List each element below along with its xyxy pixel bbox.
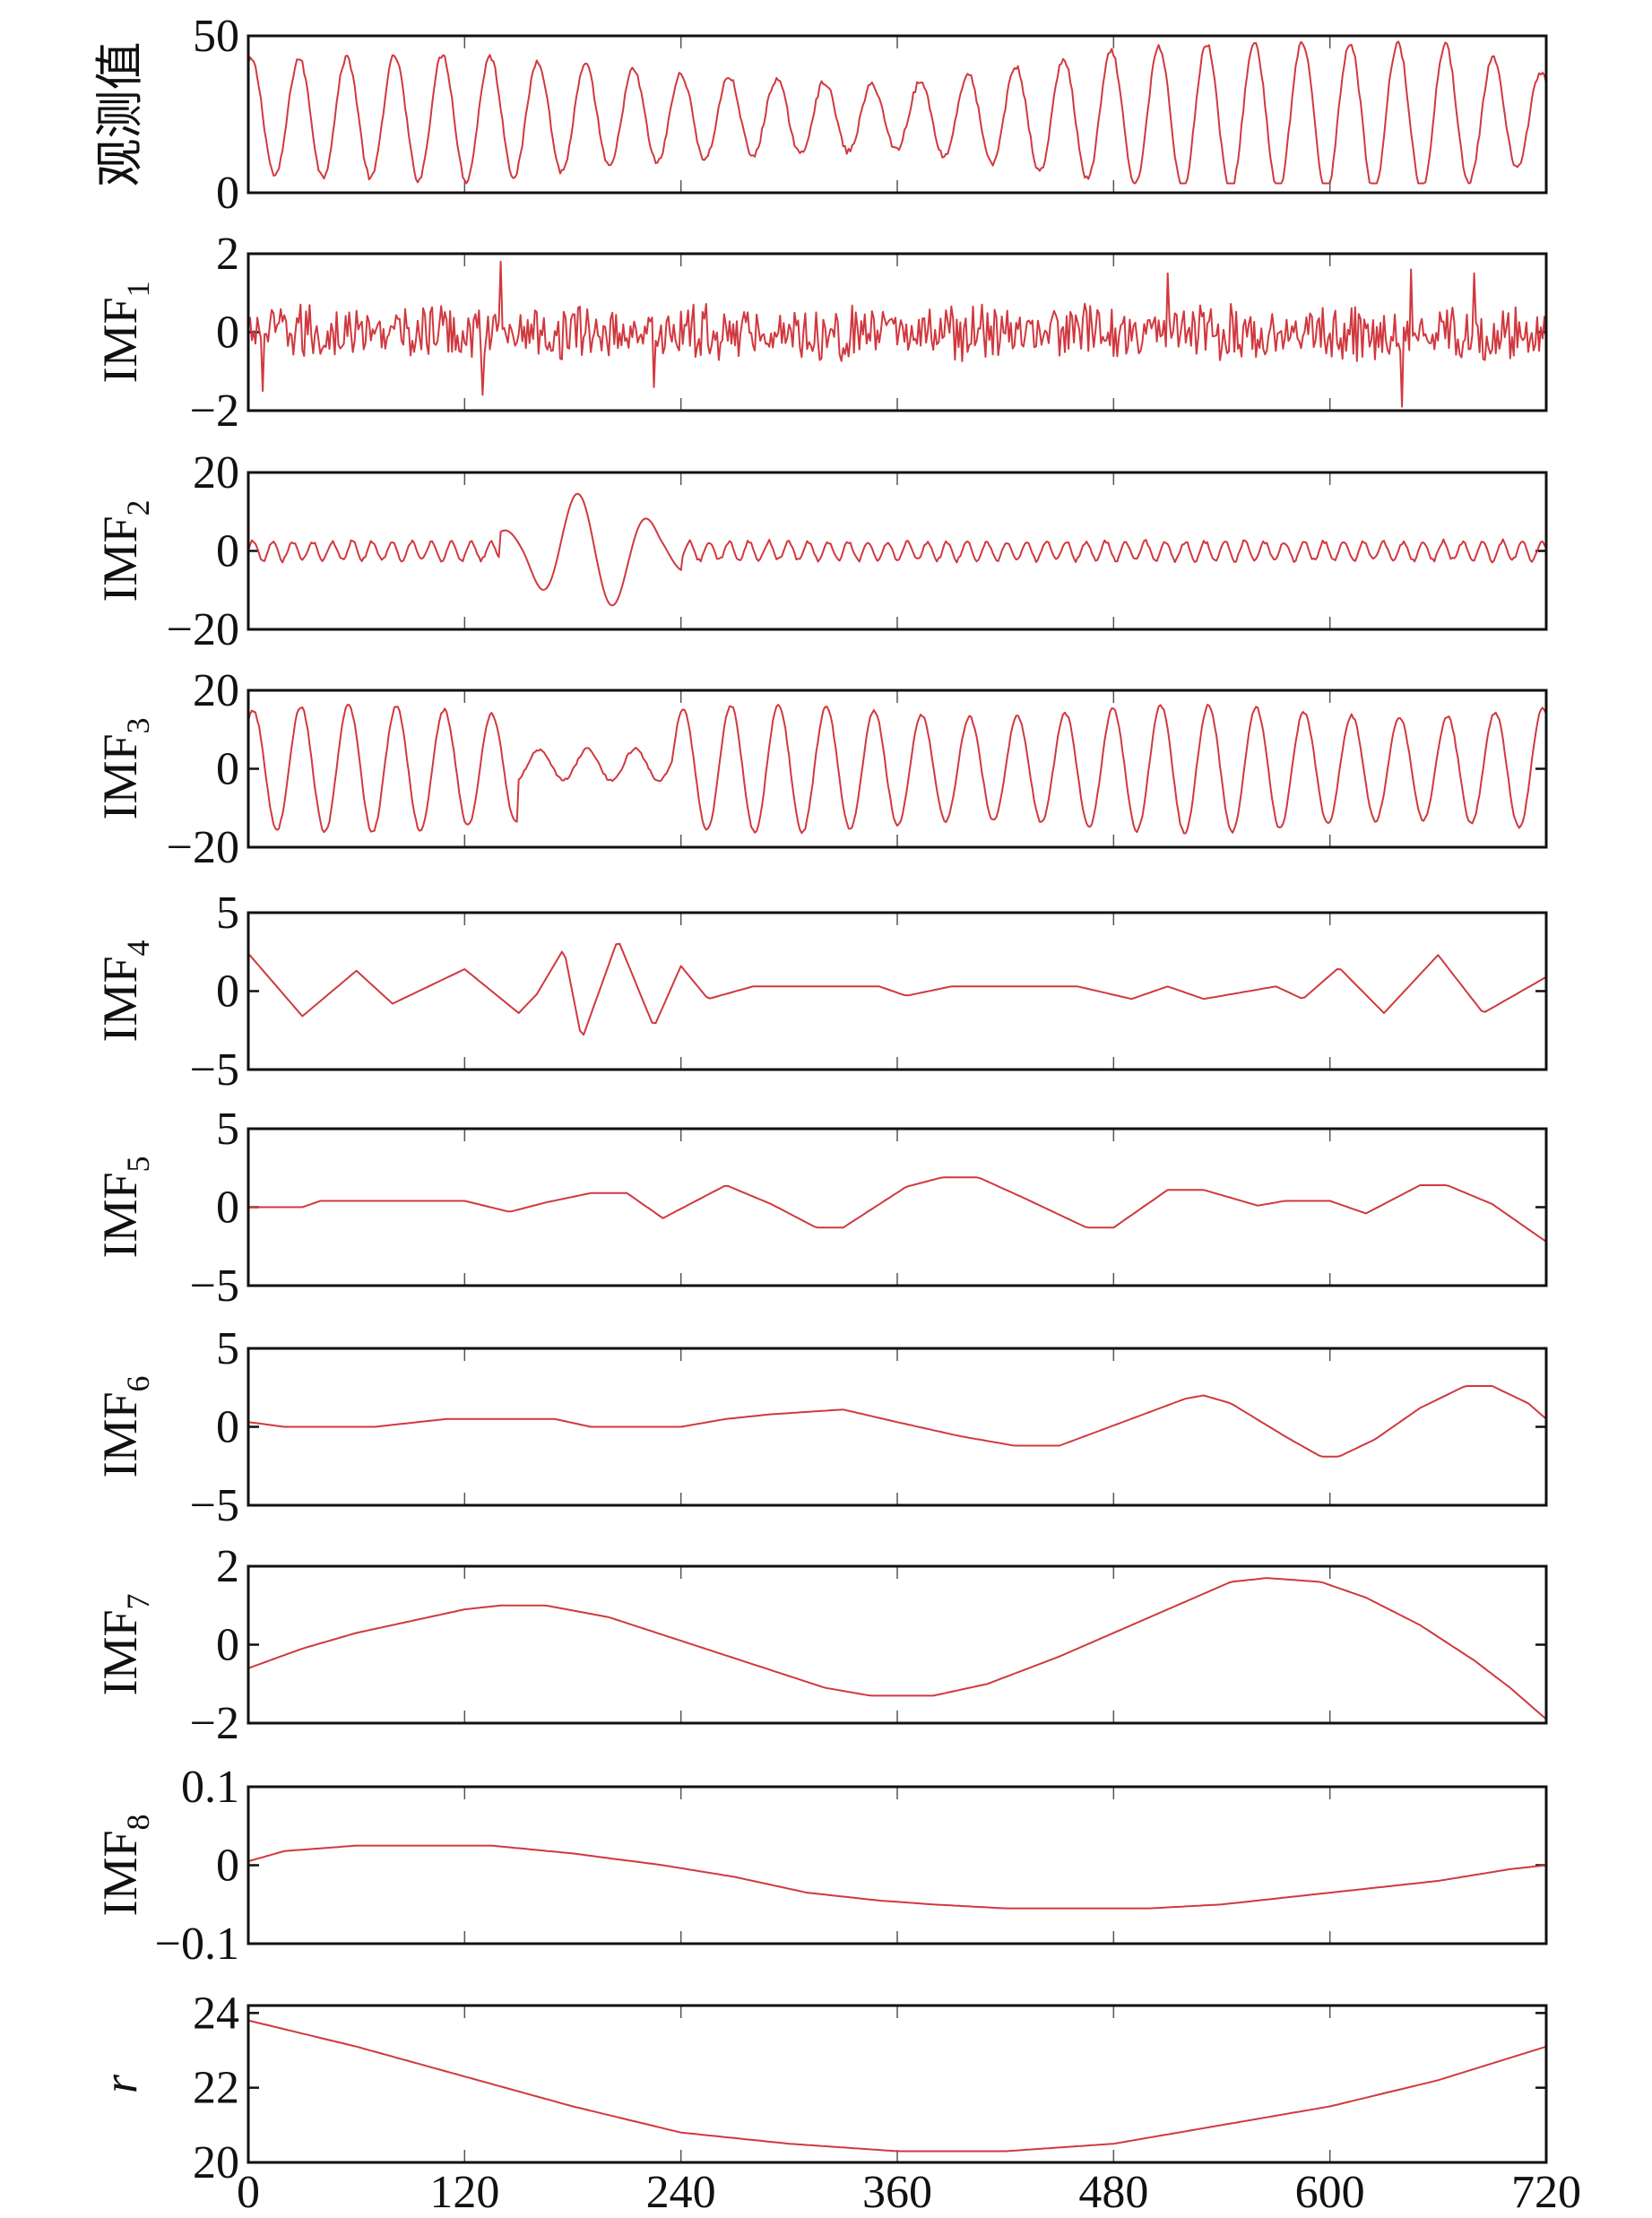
y-tick-label: 22 (193, 2063, 239, 2114)
y-axis-label: IMF8 (93, 1814, 156, 1916)
panel-10: 20 22 24 r (93, 1988, 1548, 2188)
y-tick-label: 2 (216, 229, 239, 280)
x-tick-label: 360 (862, 2167, 932, 2218)
y-tick-label: 0 (216, 744, 239, 795)
plot-frame (247, 1785, 1548, 1945)
panel-1: 0 50 观测值 (93, 11, 1548, 219)
x-tick-label: 480 (1078, 2167, 1148, 2218)
y-tick-label: 0.1 (181, 1762, 239, 1813)
y-axis-label: IMF3 (93, 717, 156, 819)
y-axis-label: r (93, 2074, 147, 2093)
y-axis-label: IMF7 (93, 1593, 156, 1695)
series-line (247, 704, 1547, 835)
y-tick-label: 20 (193, 447, 239, 498)
panel-9: −0.1 0 0.1 IMF8 (93, 1762, 1548, 1970)
y-tick-label: −2 (190, 386, 239, 437)
y-tick-label: 5 (216, 1104, 239, 1155)
y-tick-label: −5 (190, 1480, 239, 1531)
y-tick-label: 2 (216, 1541, 239, 1592)
plot-frame (247, 2004, 1548, 2164)
y-axis-label: 观测值 (93, 42, 147, 187)
y-axis-label: IMF5 (93, 1156, 156, 1258)
y-axis-label: IMF6 (93, 1375, 156, 1477)
series-line (247, 260, 1547, 408)
y-tick-label: 5 (216, 888, 239, 939)
y-tick-label: 5 (216, 1323, 239, 1374)
y-tick-label: 0 (216, 308, 239, 359)
y-tick-label: 0 (216, 1841, 239, 1892)
series-line (248, 1176, 1547, 1243)
y-tick-label: 20 (193, 665, 239, 716)
panel-8: −2 0 2 IMF7 (93, 1541, 1548, 1749)
y-tick-label: −5 (190, 1044, 239, 1096)
plot-frame (247, 252, 1548, 412)
series-line (247, 1844, 1547, 1910)
y-axis-label: IMF4 (93, 940, 156, 1042)
y-tick-label: −20 (167, 822, 239, 873)
y-tick-label: 24 (193, 1988, 239, 2039)
panel-3: −20 0 20 IMF2 (93, 447, 1548, 655)
series-line (247, 1577, 1547, 1720)
plot-frame (247, 34, 1548, 195)
panel-7: −5 0 5 IMF6 (93, 1323, 1548, 1531)
y-axis-label: IMF2 (93, 499, 156, 602)
y-tick-label: 0 (216, 526, 239, 577)
y-tick-label: 0 (216, 1183, 239, 1234)
y-tick-label: −0.1 (155, 1919, 239, 1970)
series-line (247, 2019, 1547, 2153)
plot-frame (247, 1127, 1548, 1287)
panel-6: −5 0 5 IMF5 (93, 1104, 1548, 1312)
y-tick-label: −20 (167, 604, 239, 655)
y-tick-label: 50 (193, 11, 239, 62)
panel-5: −5 0 5 IMF4 (93, 888, 1548, 1096)
y-tick-label: 0 (216, 168, 239, 219)
plot-frame (247, 911, 1548, 1071)
plot-frame (247, 471, 1548, 631)
x-tick-label: 720 (1511, 2167, 1581, 2218)
y-tick-label: 0 (216, 1402, 239, 1453)
series-line (247, 1385, 1547, 1458)
plot-frame (247, 689, 1548, 849)
x-tick-label: 240 (646, 2167, 716, 2218)
panel-4: −20 0 20 IMF3 (93, 665, 1548, 873)
series-line (247, 40, 1547, 185)
series-line (247, 492, 1547, 607)
y-tick-label: 20 (193, 2137, 239, 2188)
y-tick-label: 0 (216, 966, 239, 1018)
y-axis-label: IMF1 (93, 281, 156, 383)
y-tick-label: −5 (190, 1261, 239, 1312)
plot-frame (247, 1347, 1548, 1507)
series-line (247, 942, 1547, 1036)
panel-2: −2 0 2 IMF1 (93, 229, 1548, 437)
y-tick-label: 0 (216, 1620, 239, 1671)
y-tick-label: −2 (190, 1698, 239, 1749)
plot-frame (247, 1564, 1548, 1725)
x-tick-label: 600 (1295, 2167, 1365, 2218)
x-tick-label: 0 (237, 2167, 260, 2218)
x-tick-label: 120 (429, 2167, 499, 2218)
